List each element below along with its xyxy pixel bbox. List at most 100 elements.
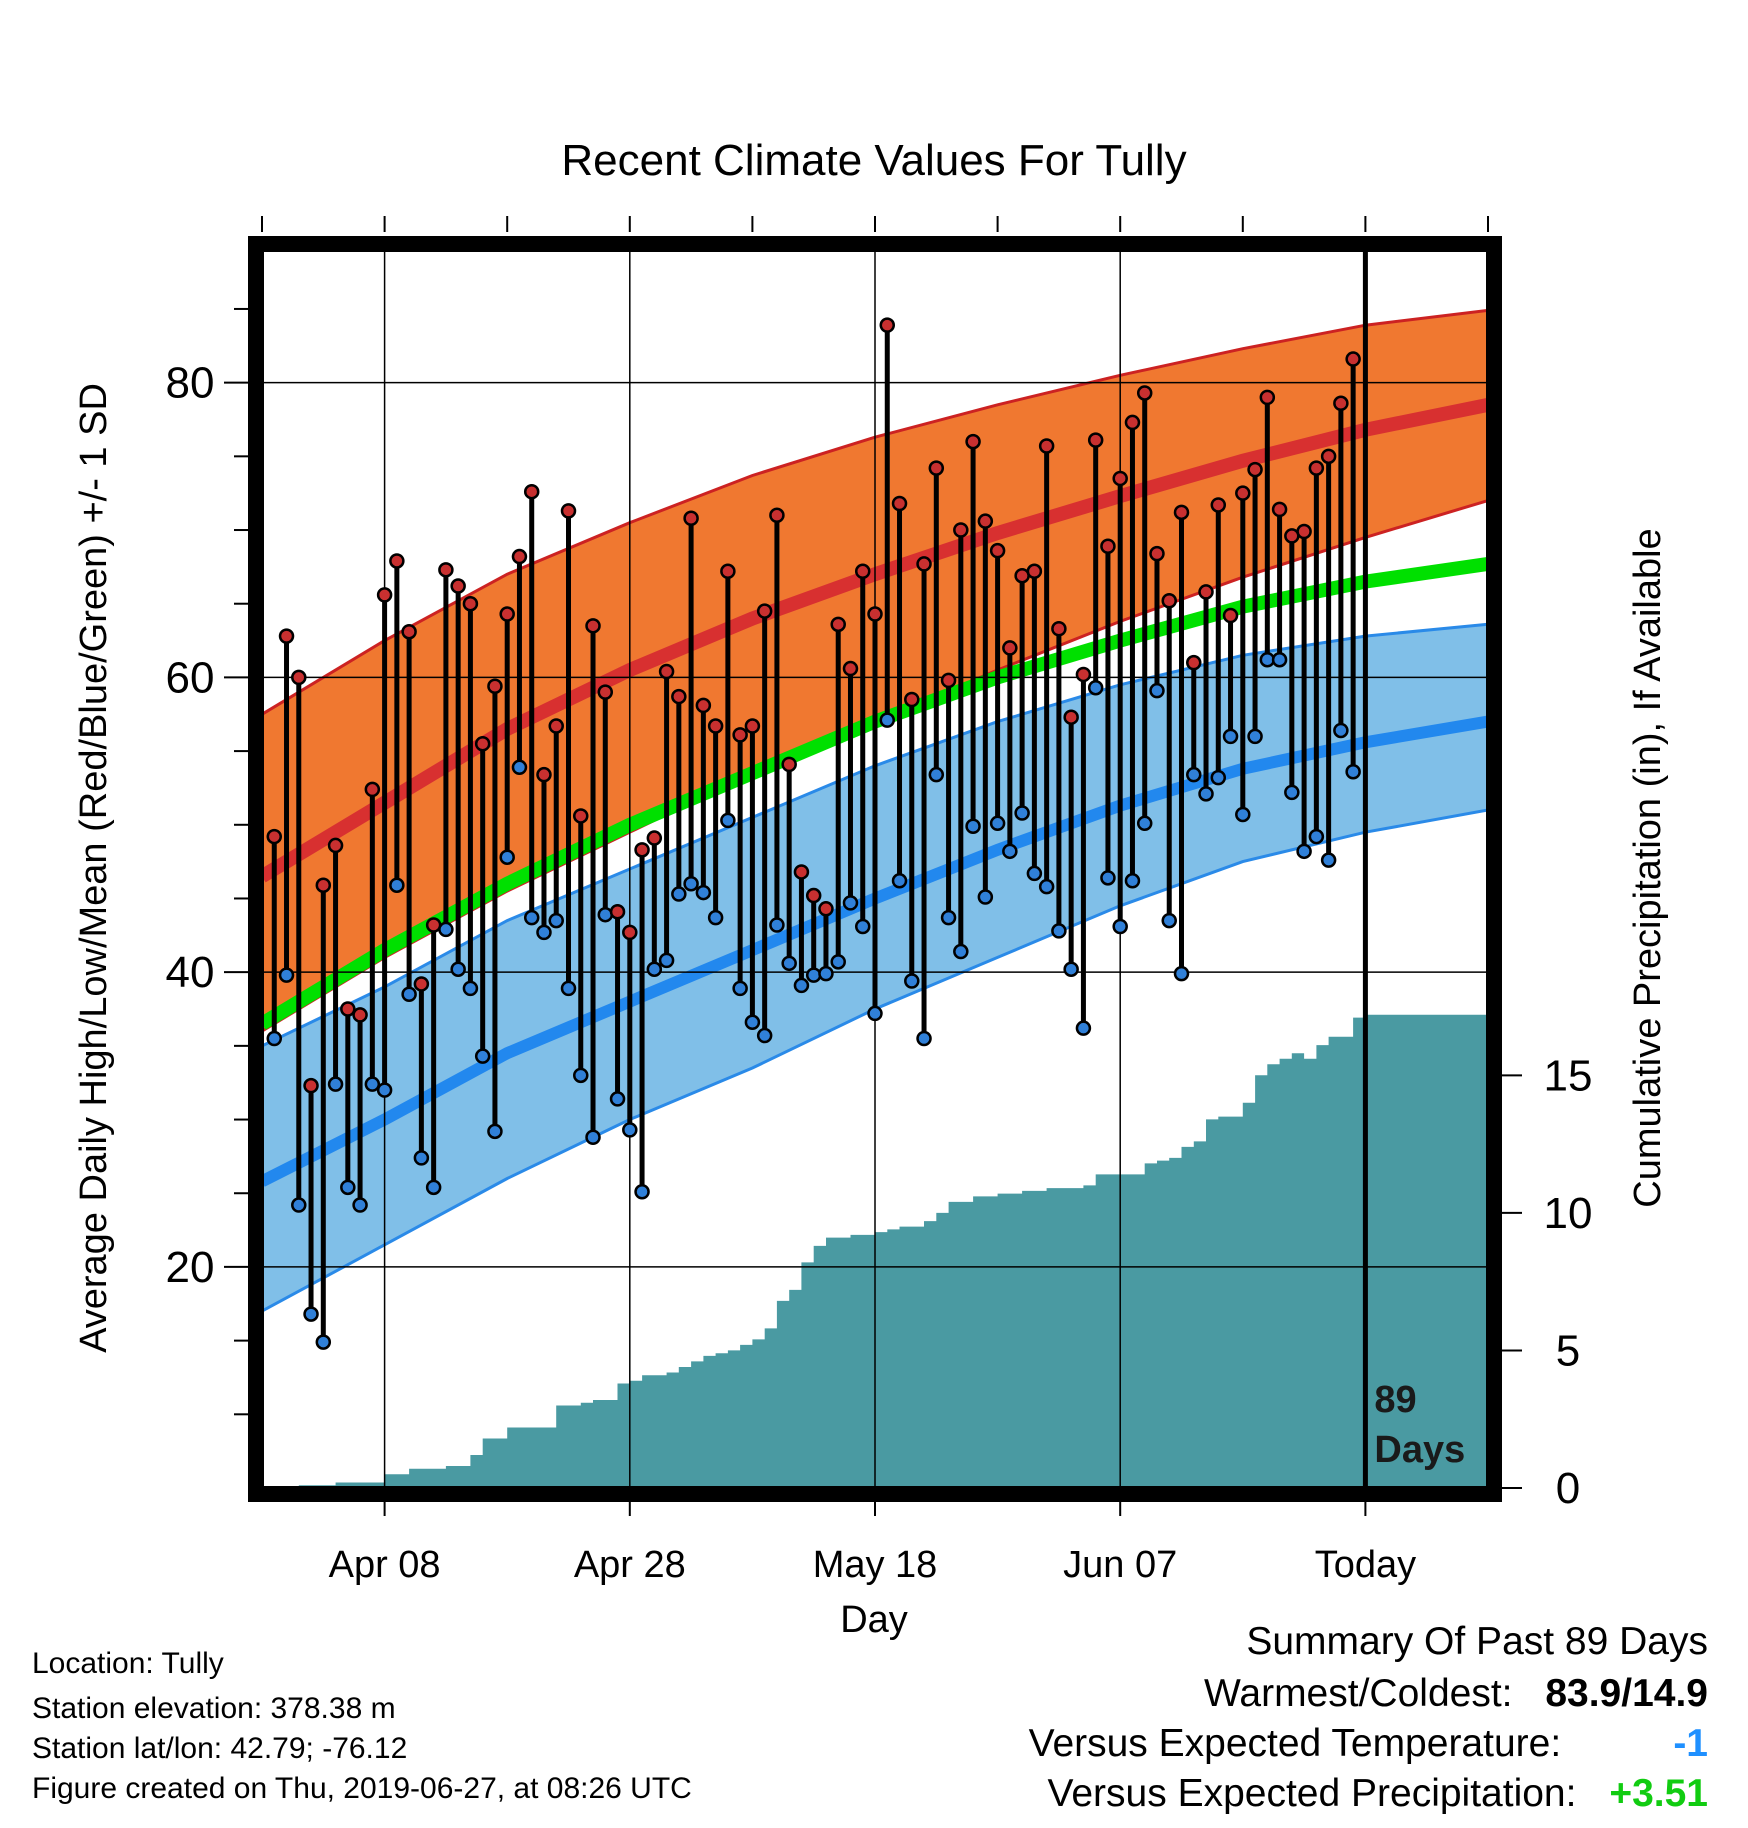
daily-high-point	[291, 669, 307, 686]
daily-high-point	[413, 976, 430, 992]
chart-title: Recent Climate Values For Tully	[561, 136, 1186, 185]
daily-high-point	[1333, 395, 1349, 412]
daily-low-point	[511, 759, 528, 776]
daily-high-point	[707, 718, 724, 734]
daily-high-point	[805, 887, 822, 904]
daily-low-point	[1161, 912, 1177, 929]
daily-high-point	[1136, 385, 1153, 401]
daily-high-point	[1271, 501, 1288, 518]
daily-low-point	[891, 873, 908, 889]
daily-low-point	[352, 1197, 368, 1213]
daily-low-point	[1002, 843, 1018, 860]
daily-high-point	[1222, 607, 1239, 624]
daily-low-point	[1149, 682, 1165, 699]
daily-low-point	[450, 961, 466, 977]
daily-low-point	[389, 877, 405, 893]
daily-low-point	[548, 912, 564, 929]
x-tick-label: Jun 07	[1063, 1544, 1177, 1586]
daily-low-point	[646, 961, 663, 977]
daily-high-point	[1124, 414, 1141, 431]
daily-low-point	[536, 924, 552, 941]
today-days-label: Days	[1374, 1429, 1465, 1471]
daily-high-point	[818, 901, 834, 917]
daily-low-point	[1308, 828, 1325, 845]
daily-low-point	[278, 967, 295, 983]
daily-low-point	[658, 952, 675, 969]
daily-high-point	[622, 924, 638, 941]
daily-high-point	[1186, 654, 1202, 671]
daily-high-point	[364, 781, 381, 798]
daily-low-point	[340, 1179, 356, 1196]
daily-high-point	[904, 691, 920, 708]
daily-high-point	[720, 563, 736, 580]
daily-high-point	[1063, 709, 1079, 725]
daily-low-point	[867, 1005, 883, 1022]
daily-low-point	[769, 917, 785, 933]
summary-title: Summary Of Past 89 Days	[1246, 1620, 1708, 1663]
daily-low-point	[1063, 961, 1079, 977]
daily-low-point	[842, 895, 859, 911]
daily-high-point	[609, 903, 626, 920]
daily-low-point	[977, 889, 994, 905]
daily-low-point	[634, 1184, 650, 1200]
daily-low-point	[854, 918, 871, 935]
daily-high-point	[315, 877, 332, 893]
daily-low-point	[622, 1122, 638, 1138]
x-tick-label: Today	[1315, 1544, 1416, 1586]
daily-high-point	[487, 678, 503, 694]
daily-low-point	[1087, 679, 1104, 696]
today-days-label: 89	[1374, 1379, 1416, 1421]
daily-high-point	[462, 595, 479, 612]
daily-high-point	[401, 623, 417, 640]
daily-high-point	[916, 556, 932, 572]
y-tick-label: 20	[166, 1243, 215, 1292]
daily-high-point	[1026, 563, 1043, 580]
daily-low-point	[376, 1082, 393, 1098]
daily-low-point	[1173, 965, 1190, 982]
daily-low-point	[364, 1076, 381, 1092]
daily-high-point	[352, 1007, 368, 1023]
summary-warm-cold: Warmest/Coldest: 83.9/14.9	[1204, 1672, 1708, 1716]
y-tick-label: 40	[166, 948, 215, 997]
daily-low-point	[1075, 1020, 1092, 1036]
daily-low-point	[597, 906, 614, 923]
daily-low-point	[487, 1123, 503, 1140]
daily-high-point	[842, 660, 859, 677]
daily-high-point	[438, 562, 454, 578]
daily-high-point	[548, 718, 564, 734]
daily-high-point	[1149, 545, 1165, 562]
daily-low-point	[1100, 870, 1116, 886]
daily-low-point	[744, 1014, 761, 1031]
daily-high-point	[1259, 389, 1276, 406]
daily-low-point	[1247, 728, 1263, 745]
daily-low-point	[327, 1076, 344, 1092]
daily-high-point	[891, 495, 908, 512]
daily-low-point	[830, 954, 846, 970]
precip-value: +3.51	[1609, 1772, 1708, 1815]
daily-high-point	[474, 735, 491, 752]
daily-low-point	[1051, 923, 1067, 939]
daily-high-point	[1161, 593, 1177, 609]
precip-label: Versus Expected Precipitation:	[1047, 1772, 1577, 1815]
daily-high-point	[1210, 497, 1227, 513]
daily-high-point	[499, 606, 515, 622]
daily-high-point	[1198, 584, 1214, 600]
x-tick-label: Apr 08	[329, 1544, 441, 1586]
daily-high-point	[756, 603, 773, 619]
daily-high-point	[769, 507, 785, 524]
daily-low-point	[756, 1027, 773, 1044]
daily-high-point	[879, 317, 896, 333]
daily-high-point	[940, 672, 957, 689]
daily-low-point	[560, 980, 577, 997]
daily-low-point	[585, 1129, 601, 1145]
daily-high-point	[1002, 640, 1018, 656]
daily-high-point	[536, 766, 552, 783]
y-tick-label: 80	[166, 359, 215, 408]
daily-low-point	[989, 815, 1006, 832]
plot-frame	[248, 236, 1502, 1502]
location-text: Location: Tully	[32, 1647, 224, 1680]
y-tick-label: 60	[166, 653, 215, 702]
daily-low-point	[266, 1030, 283, 1047]
daily-low-point	[732, 980, 748, 997]
